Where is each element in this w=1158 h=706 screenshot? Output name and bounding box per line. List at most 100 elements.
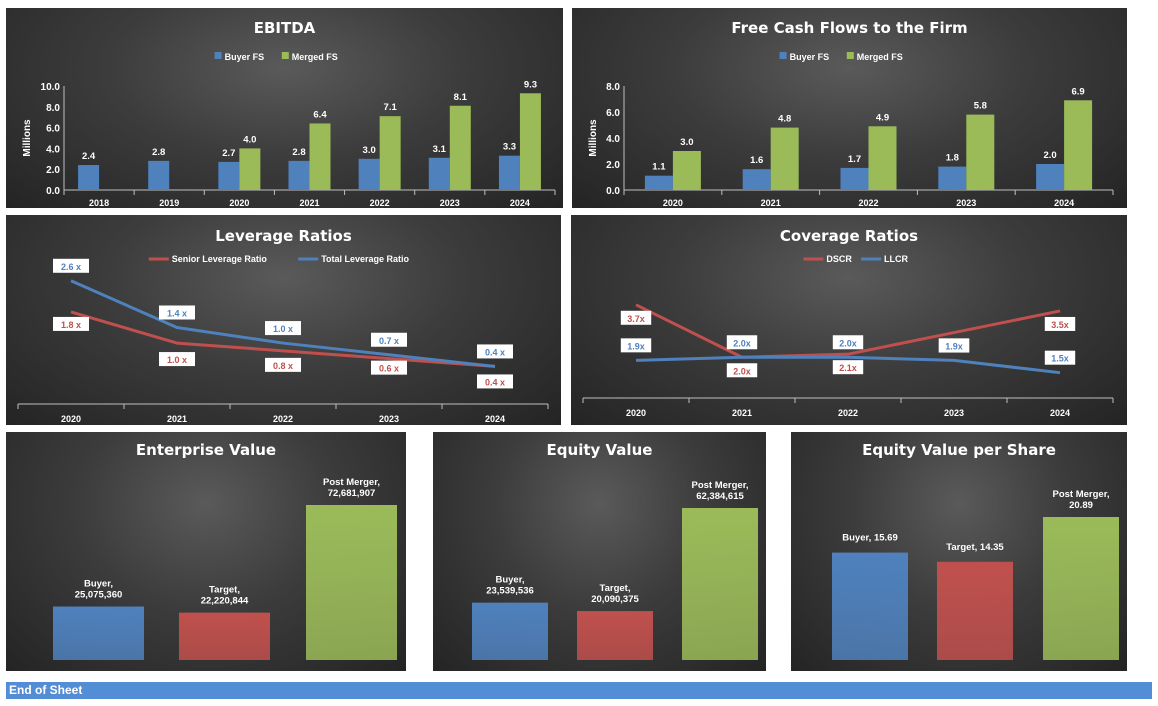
x-tick-label: 2021	[761, 198, 781, 208]
y-tick-label: 10.0	[41, 82, 61, 93]
bar-buyer	[288, 160, 310, 190]
y-axis-label: Millions	[588, 119, 599, 157]
data-label: 3.7x	[627, 314, 645, 324]
chart-title: Equity Value	[547, 441, 653, 459]
data-label-box	[620, 338, 652, 353]
data-label: 4.0	[243, 134, 256, 145]
data-label: 0.8 x	[273, 361, 293, 371]
bar-buyer	[428, 157, 450, 190]
end-of-sheet-label: End of Sheet	[9, 683, 83, 697]
data-label: 1.4 x	[167, 309, 187, 319]
data-label: 1.0 x	[167, 355, 187, 365]
data-label-box	[832, 360, 864, 375]
bar-buyer	[78, 165, 100, 190]
equity-value-per-share-chart: Equity Value per Share Buyer, 15.69 Target…	[791, 432, 1127, 671]
bar-merged	[519, 93, 541, 190]
data-label-category: Post Merger,	[323, 477, 380, 488]
data-label-box	[159, 352, 195, 367]
x-tick-label: 2020	[626, 408, 646, 418]
data-label: 25,075,360	[75, 590, 123, 601]
series-line-senior-leverage-ratio	[70, 310, 496, 368]
data-label: 23,539,536	[486, 586, 534, 597]
legend-label: Total Leverage Ratio	[321, 254, 409, 264]
data-label: 2.1x	[839, 363, 857, 373]
data-label: 5.8	[974, 101, 987, 112]
x-tick-label: 2023	[956, 198, 976, 208]
x-tick-label: 2023	[944, 408, 964, 418]
y-tick-label: 4.0	[46, 144, 60, 155]
chart-title: Free Cash Flows to the Firm	[731, 19, 967, 37]
fcff-chart-svg: Free Cash Flows to the Firm Buyer FS Merge…	[588, 19, 1114, 208]
data-label: 3.0	[363, 145, 376, 156]
bar-post-merger	[306, 505, 397, 660]
y-tick-label: 2.0	[606, 160, 620, 171]
data-label-box	[159, 305, 195, 320]
fcff-chart: Free Cash Flows to the Firm Buyer FS Merge…	[572, 8, 1127, 208]
data-label-category: Post Merger,	[1052, 489, 1109, 500]
coverage-chart: Coverage Ratios DSCR LLCR 2020 2021 2022 2023 2…	[571, 215, 1127, 425]
bar-buyer	[472, 602, 548, 660]
data-label: 1.8 x	[61, 320, 81, 330]
chart-title: Equity Value per Share	[862, 441, 1056, 459]
data-label: 72,681,907	[328, 488, 376, 499]
data-label: 1.9x	[627, 341, 645, 351]
data-label-box	[1044, 350, 1076, 365]
data-label: 7.1	[384, 102, 398, 113]
data-label-box	[726, 335, 758, 350]
y-axis-label: Millions	[22, 119, 33, 157]
bar-merged	[449, 105, 471, 190]
data-label-box	[832, 335, 864, 350]
data-label-box	[53, 316, 89, 331]
x-tick-label: 2020	[61, 414, 81, 424]
data-label: 3.5x	[1051, 320, 1069, 330]
legend-label: DSCR	[826, 254, 852, 264]
series-line-total-leverage-ratio	[70, 279, 496, 368]
x-tick-label: 2020	[663, 198, 683, 208]
data-label: 2.0x	[733, 366, 751, 376]
data-label: 4.8	[778, 114, 791, 125]
equity-value-chart: Equity Value Buyer, 23,539,536 Target, 20,09…	[433, 432, 766, 671]
data-label-box	[265, 357, 301, 372]
x-tick-label: 2024	[1050, 408, 1070, 418]
x-tick-label: 2021	[167, 414, 187, 424]
data-label: 3.0	[680, 137, 693, 148]
data-label: 2.6 x	[61, 262, 81, 272]
data-label-category: Post Merger,	[691, 480, 748, 491]
data-label-box	[726, 363, 758, 378]
x-tick-label: 2020	[229, 198, 249, 208]
data-label-category: Buyer,	[495, 575, 524, 586]
bar-merged	[672, 151, 701, 190]
data-label-category: Target, 14.35	[946, 542, 1004, 553]
bar-buyer	[358, 158, 380, 190]
end-of-sheet-bar: End of Sheet	[6, 682, 1152, 699]
bar-buyer	[218, 161, 240, 190]
data-label: 8.1	[454, 92, 468, 103]
bar-target	[937, 561, 1013, 660]
data-label: 1.6	[750, 155, 763, 166]
data-label: 2.4	[82, 151, 96, 162]
y-tick-label: 0.0	[46, 186, 60, 197]
bar-merged	[1064, 100, 1093, 190]
y-tick-label: 6.0	[606, 108, 620, 119]
chart-title: EBITDA	[254, 19, 316, 37]
y-tick-label: 4.0	[606, 134, 620, 145]
data-label-category: Target,	[600, 583, 631, 594]
enterprise-value-chart-svg: Enterprise Value Buyer,25,075,360 Target,2…	[53, 441, 397, 660]
x-tick-label: 2019	[159, 198, 179, 208]
data-label: 6.4	[313, 109, 327, 120]
data-label: 4.9	[876, 112, 889, 123]
data-label-box	[477, 344, 513, 359]
bar-buyer	[832, 552, 908, 660]
x-tick-label: 2022	[370, 198, 390, 208]
data-label-category: Buyer, 15.69	[842, 533, 897, 544]
data-label: 9.3	[524, 79, 537, 90]
ebitda-chart: EBITDA Buyer FS Merged FS Millions 0.0 2.0 4.0…	[6, 8, 563, 208]
legend-label: Buyer FS	[225, 52, 265, 62]
x-tick-label: 2018	[89, 198, 109, 208]
data-label: 3.1	[433, 144, 447, 155]
data-label: 62,384,615	[696, 491, 744, 502]
data-label: 2.7	[222, 148, 235, 159]
x-tick-label: 2022	[273, 414, 293, 424]
data-label-box	[938, 338, 970, 353]
bar-merged	[309, 123, 331, 190]
